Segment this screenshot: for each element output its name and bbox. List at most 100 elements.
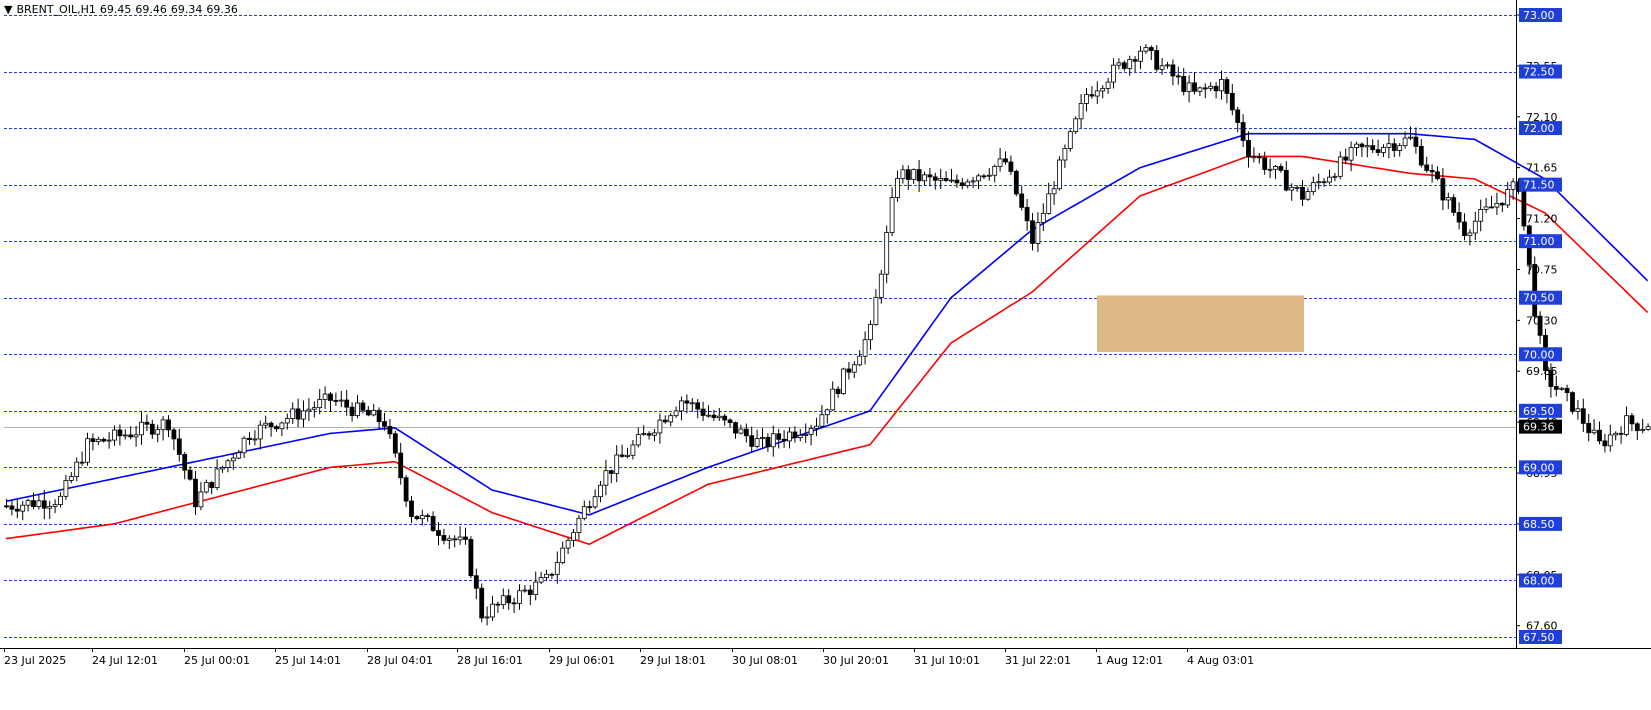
candle-bull [857,355,863,366]
candle-bear [349,406,355,417]
candle-bull [554,562,560,575]
candle-bear [1618,432,1624,435]
time-label: 23 Jul 2025 [4,654,66,667]
candle-bear [1019,193,1025,208]
candle-bear [166,419,171,431]
time-label: 29 Jul 18:01 [640,654,706,667]
candle-bear [176,438,182,455]
level-label-box [1519,573,1562,588]
candle-bull [419,515,425,520]
candle-bull [1645,426,1651,430]
candle-bull [63,480,69,497]
ohlc-close: 69.36 [206,3,238,16]
candle-bull [598,484,603,498]
candle-bull [338,399,344,402]
candle-bear [149,423,155,435]
price-tick-label: 70.75 [1526,263,1558,276]
candle-bear [1175,75,1181,78]
candle-bull [446,538,452,541]
level-labels: 73.00 72.50 72.00 71.50 71.00 70.50 70.00 69.50… [1519,8,1562,644]
candle-bull [997,158,1003,167]
candle-bull [878,273,884,298]
level-label-text: 67.50 [1523,631,1555,644]
level-label-text: 72.00 [1523,122,1555,135]
candle-bull [155,429,161,435]
candle-bear [527,589,533,596]
candle-bear [387,425,393,435]
candle-bull [922,174,927,182]
candle-bull [230,457,236,462]
candle-bull [1316,181,1322,184]
candle-bear [101,438,107,442]
candle-bear [927,174,933,178]
candle-bull [760,436,765,439]
candle-bull [706,414,711,417]
candle-bear [1370,145,1376,151]
candle-bull [58,495,63,506]
candle-bear [1451,197,1457,213]
candle-bull [625,454,630,457]
candle-bull [236,452,242,459]
candle-bull [122,434,128,437]
time-label: 28 Jul 04:01 [367,654,433,667]
candle-bull [1559,387,1565,390]
price-tick-label: 70.30 [1526,314,1558,327]
candle-bull [1640,429,1646,432]
candle-bull [1073,118,1079,133]
candle-bear [247,437,252,441]
candle-bear [608,470,614,474]
candle-bull [657,419,663,434]
candle-bear [1413,136,1419,147]
candle-bear [403,477,409,502]
candle-bull [74,461,80,477]
candle-bull [25,500,31,506]
level-label-text: 69.00 [1523,461,1555,474]
candle-bull [457,536,463,541]
candle-bull [306,408,312,412]
candle-bull [263,422,269,426]
candle-bull [1127,59,1133,69]
candle-bear [1262,157,1268,170]
candle-bull [970,180,976,183]
candle-bear [684,400,690,404]
candle-bull [614,454,620,474]
candle-bull [538,577,544,583]
candle-bull [1364,145,1370,148]
candle-bull [317,399,323,409]
candle-bull [986,174,992,177]
candle-bull [630,444,636,456]
candle-bear [727,419,733,423]
candle-bull [819,414,825,427]
level-label-box [1519,177,1562,192]
candle-bear [846,368,852,373]
candle-bear [479,587,485,619]
candle-bull [824,409,830,416]
candle-bull [1510,181,1516,190]
ohlc-low: 69.34 [170,3,203,16]
price-tick-label: 71.20 [1526,213,1558,226]
candle-bull [284,418,290,424]
candle-bull [965,181,971,187]
candle-bear [549,573,555,576]
candle-bear [1024,206,1030,222]
candle-bull [1613,432,1619,436]
candle-bull [1607,434,1613,447]
symbol-dropdown-icon[interactable]: ▼ [4,3,13,16]
candle-bull [652,432,657,436]
candle-bull [85,438,90,463]
candle-bull [203,482,209,493]
candle-bull [279,422,285,430]
candle-bear [1008,161,1014,172]
time-label: 4 Aug 03:01 [1187,654,1254,667]
candle-bull [257,424,263,440]
candle-bull [1483,206,1489,210]
candle-bull [911,169,917,180]
candle-bear [905,169,911,180]
candle-bear [473,575,479,589]
level-label-text: 72.50 [1523,66,1555,79]
candle-bull [576,517,582,533]
candle-bear [1246,140,1251,158]
candle-bull [560,547,566,563]
candle-bear [943,178,949,181]
candle-bear [1278,166,1284,171]
